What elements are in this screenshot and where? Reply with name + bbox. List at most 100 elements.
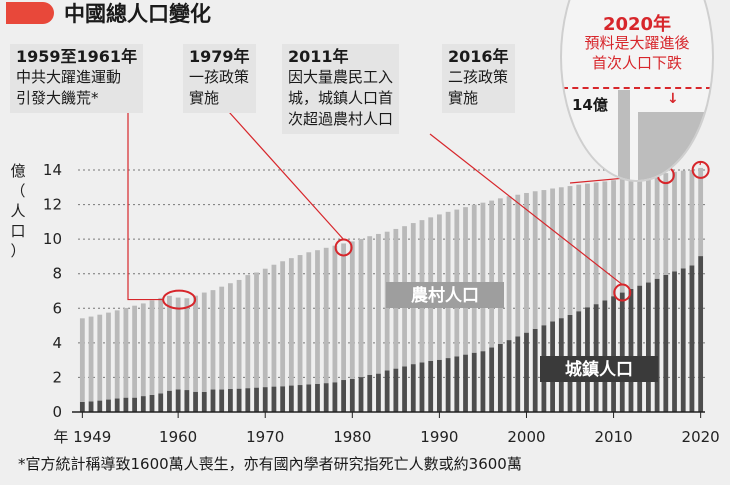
bar-urban (628, 288, 634, 412)
annotation-great-leap: 1959至1961年 中共大躍進運動 引發大饑荒* (10, 44, 144, 113)
bar-rural (680, 170, 686, 269)
bar-urban (245, 388, 251, 412)
bar-rural (506, 196, 512, 341)
bar-urban (532, 328, 538, 412)
bar-urban (524, 332, 529, 412)
bar-rural (158, 297, 164, 394)
down-arrow-icon: ↓ (667, 91, 679, 107)
bar-urban (410, 364, 416, 412)
bar-urban (158, 393, 164, 412)
annotation-leader-line (429, 133, 623, 286)
y-tick-label: 0 (52, 403, 62, 421)
callout-year: 2020年 (602, 14, 672, 35)
bar-urban (445, 358, 451, 412)
bar-rural (114, 310, 120, 399)
bar-urban (167, 390, 172, 412)
bar-rural (628, 177, 634, 289)
bar-rural (79, 318, 85, 402)
bar-urban (672, 271, 677, 412)
bar-rural (245, 275, 251, 389)
bar-urban (88, 401, 94, 412)
annotation-line: 因大量農民工入 (288, 68, 394, 86)
x-tick-label: 1960 (159, 428, 197, 446)
bar-rural (585, 183, 590, 308)
bar-urban (332, 382, 338, 412)
bar-rural (654, 174, 660, 279)
bar-rural (193, 295, 198, 392)
x-tick-label: 1990 (420, 428, 458, 446)
annotation-line: 次超過農村人口 (288, 110, 394, 128)
bar-urban (454, 356, 460, 412)
x-tick-label: 2020 (682, 428, 720, 446)
highlight-circle (334, 238, 353, 257)
bar-urban (463, 354, 468, 412)
bar-urban (680, 268, 686, 412)
bar-rural (332, 245, 338, 383)
bar-urban (132, 397, 137, 412)
x-tick-label: 1980 (333, 428, 371, 446)
bar-urban (689, 265, 695, 412)
bar-urban (79, 401, 85, 412)
bar-urban (384, 370, 390, 412)
y-axis-label: 人 (10, 202, 25, 220)
bar-urban (236, 388, 242, 412)
bar-rural (611, 180, 616, 297)
y-tick-label: 10 (43, 230, 62, 248)
page-title: 中國總人口變化 (64, 1, 211, 26)
bar-urban (506, 340, 512, 412)
bar-rural (323, 247, 329, 384)
bar-rural (558, 187, 564, 319)
annotation-urbanization: 2011年 因大量農民工入 城，城鎮人口首 次超過農村人口 (282, 44, 400, 134)
bar-urban (219, 389, 225, 412)
bar-urban (184, 390, 190, 412)
bar-rural (480, 202, 486, 352)
callout-line: 預料是大躍進後 (584, 34, 690, 52)
bar-rural (132, 305, 137, 398)
bar-rural (463, 207, 468, 355)
bar-urban (663, 274, 669, 412)
annotation-year: 1959至1961年 (16, 47, 138, 66)
bar-rural (210, 290, 216, 390)
annotation-line: 城，城鎮人口首 (288, 89, 394, 107)
bar-rural (219, 286, 225, 390)
callout-bar (638, 112, 708, 180)
y-tick-label: 8 (52, 265, 62, 283)
bar-rural (358, 238, 364, 378)
x-tick-label: 1970 (246, 428, 284, 446)
bar-urban (367, 374, 373, 412)
y-tick-label: 12 (43, 196, 62, 214)
bar-rural (593, 182, 599, 305)
y-tick-label: 4 (52, 334, 62, 352)
bar-urban (193, 391, 198, 412)
y-axis-label: （ (10, 182, 25, 200)
bar-rural (271, 264, 277, 387)
bar-urban (402, 366, 407, 412)
bar-urban (262, 387, 268, 412)
footnote: *官方統計稱導致1600萬人喪生，亦有國內學者研究指死亡人數或約3600萬 (18, 455, 522, 473)
bar-rural (367, 236, 373, 375)
callout-bar (618, 90, 630, 180)
bar-rural (532, 191, 538, 329)
bar-rural (123, 307, 129, 398)
annotation-leader-line (127, 112, 164, 301)
bar-rural (515, 194, 521, 337)
bar-rural (88, 316, 94, 402)
bar-rural (236, 279, 242, 389)
bar-rural (175, 297, 181, 390)
bar-urban (306, 384, 312, 412)
bar-rural (672, 171, 677, 272)
bar-rural (471, 204, 477, 353)
title-row: 中國總人口變化 (6, 0, 211, 26)
rural-series-label: 農村人口 (411, 285, 479, 306)
callout-line: 首次人口下跌 (591, 54, 682, 72)
bar-rural (497, 198, 503, 344)
bar-rural (106, 312, 111, 400)
bar-urban (428, 361, 434, 412)
bar-urban (393, 368, 399, 412)
bar-urban (201, 391, 207, 412)
bar-rural (689, 170, 695, 266)
bar-rural (524, 192, 529, 333)
bar-urban (280, 386, 286, 412)
